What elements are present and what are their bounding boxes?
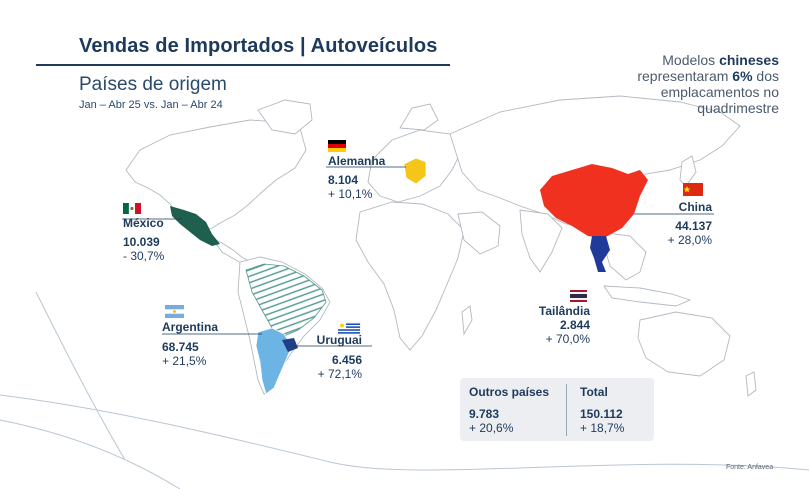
country-stats-argentina: 68.745 + 21,5%: [162, 340, 206, 368]
japan-landmass: [679, 155, 697, 187]
argentina-flag: [165, 305, 184, 318]
country-value: 10.039: [123, 235, 160, 249]
africa-landmass: [355, 201, 465, 351]
note-line2-prefix: representaram: [637, 68, 733, 84]
country-change: + 10,1%: [328, 187, 373, 201]
germany-flag: [328, 140, 346, 152]
note-line2-suffix: dos: [752, 68, 779, 84]
total-change: + 18,7%: [580, 421, 625, 435]
country-value: 44.137: [675, 219, 712, 233]
country-change: + 72,1%: [317, 367, 362, 381]
scandinavia-landmass: [399, 103, 439, 131]
mexico-flag: [123, 202, 141, 215]
greenland-landmass: [257, 99, 313, 135]
comparison-period: Jan – Abr 25 vs. Jan – Abr 24: [79, 99, 223, 111]
india-landmass: [519, 209, 563, 273]
china-flag: [683, 183, 703, 196]
country-stats-germany: 8.104 + 10,1%: [328, 173, 372, 201]
new-zealand-landmass: [745, 371, 757, 397]
country-label-uruguay: Uruguai: [300, 333, 362, 347]
note-line4: quadrimestre: [697, 100, 779, 116]
total-label: Total: [580, 385, 608, 399]
country-label-argentina: Argentina: [162, 320, 218, 334]
country-change: - 30,7%: [123, 249, 165, 263]
others-summary: Outros países 9.783 + 20,6%: [469, 385, 549, 435]
others-change: + 20,6%: [469, 421, 514, 435]
uruguay-flag: [337, 321, 361, 336]
summary-divider: [566, 384, 567, 436]
note-prefix: Modelos: [662, 52, 720, 68]
total-summary: Total 150.112 + 18,7%: [580, 385, 624, 435]
decorative-swoosh: [0, 419, 181, 489]
country-stats-china: 44.137 + 28,0%: [644, 219, 712, 247]
germany-region: [403, 157, 427, 185]
country-value: 6.456: [331, 353, 362, 367]
country-name: Alemanha: [328, 154, 386, 168]
country-change: + 21,5%: [162, 354, 207, 368]
country-name: Uruguai: [316, 333, 362, 347]
country-change: + 70,0%: [545, 332, 590, 346]
north-america-landmass: [125, 119, 307, 233]
thailand-flag: [570, 290, 587, 302]
country-name: China: [678, 200, 712, 214]
asia-landmass: [449, 95, 741, 227]
total-value: 150.112: [580, 407, 623, 421]
china-region: [540, 164, 648, 238]
section-subtitle: Países de origem: [79, 74, 227, 95]
indonesia-landmass: [603, 285, 692, 307]
country-label-thailand: Tailândia 2.844 + 70,0%: [520, 304, 590, 346]
southeast-asia-landmass: [599, 231, 647, 281]
decorative-swoosh: [0, 394, 809, 471]
title-divider: [36, 64, 450, 66]
decorative-swoosh: [35, 291, 126, 461]
uruguay-region: [282, 338, 298, 352]
page-title: Vendas de Importados | Autoveículos: [79, 35, 438, 57]
mexico-region: [170, 206, 220, 246]
summary-box: [460, 378, 654, 441]
country-name: México: [123, 216, 164, 230]
chinese-share-note: Modelos chineses representaram 6% dos em…: [600, 52, 779, 116]
others-value: 9.783: [469, 407, 500, 421]
madagascar-landmass: [461, 305, 473, 336]
australia-landmass: [637, 311, 731, 377]
country-stats-uruguay: 6.456 + 72,1%: [300, 353, 362, 381]
country-label-mexico: México: [123, 216, 164, 230]
argentina-region: [255, 327, 293, 395]
country-label-china: China: [644, 200, 712, 214]
note-highlight-value: 6%: [732, 68, 753, 84]
country-value: 68.745: [162, 340, 199, 354]
country-name: Argentina: [162, 320, 219, 334]
country-value: 2.844: [559, 318, 590, 332]
country-name: Tailândia: [538, 304, 590, 318]
others-label: Outros países: [469, 385, 550, 399]
thailand-region: [590, 236, 610, 272]
note-line3: emplacamentos no: [660, 84, 779, 100]
brazil-hatched-region: [245, 263, 327, 337]
country-value: 8.104: [328, 173, 359, 187]
country-label-germany: Alemanha: [328, 154, 385, 168]
country-stats-mexico: 10.039 - 30,7%: [123, 235, 164, 263]
source-credit: Fonte: Anfavea: [726, 464, 774, 471]
arabia-landmass: [457, 211, 501, 255]
note-highlight-word: chineses: [719, 52, 779, 68]
country-change: + 28,0%: [667, 233, 712, 247]
